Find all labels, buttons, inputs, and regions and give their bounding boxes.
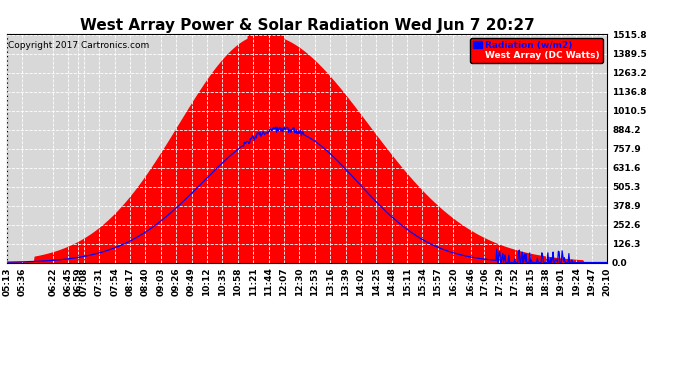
Legend: Radiation (w/m2), West Array (DC Watts): Radiation (w/m2), West Array (DC Watts): [470, 38, 602, 63]
Title: West Array Power & Solar Radiation Wed Jun 7 20:27: West Array Power & Solar Radiation Wed J…: [79, 18, 535, 33]
Text: Copyright 2017 Cartronics.com: Copyright 2017 Cartronics.com: [8, 40, 149, 50]
